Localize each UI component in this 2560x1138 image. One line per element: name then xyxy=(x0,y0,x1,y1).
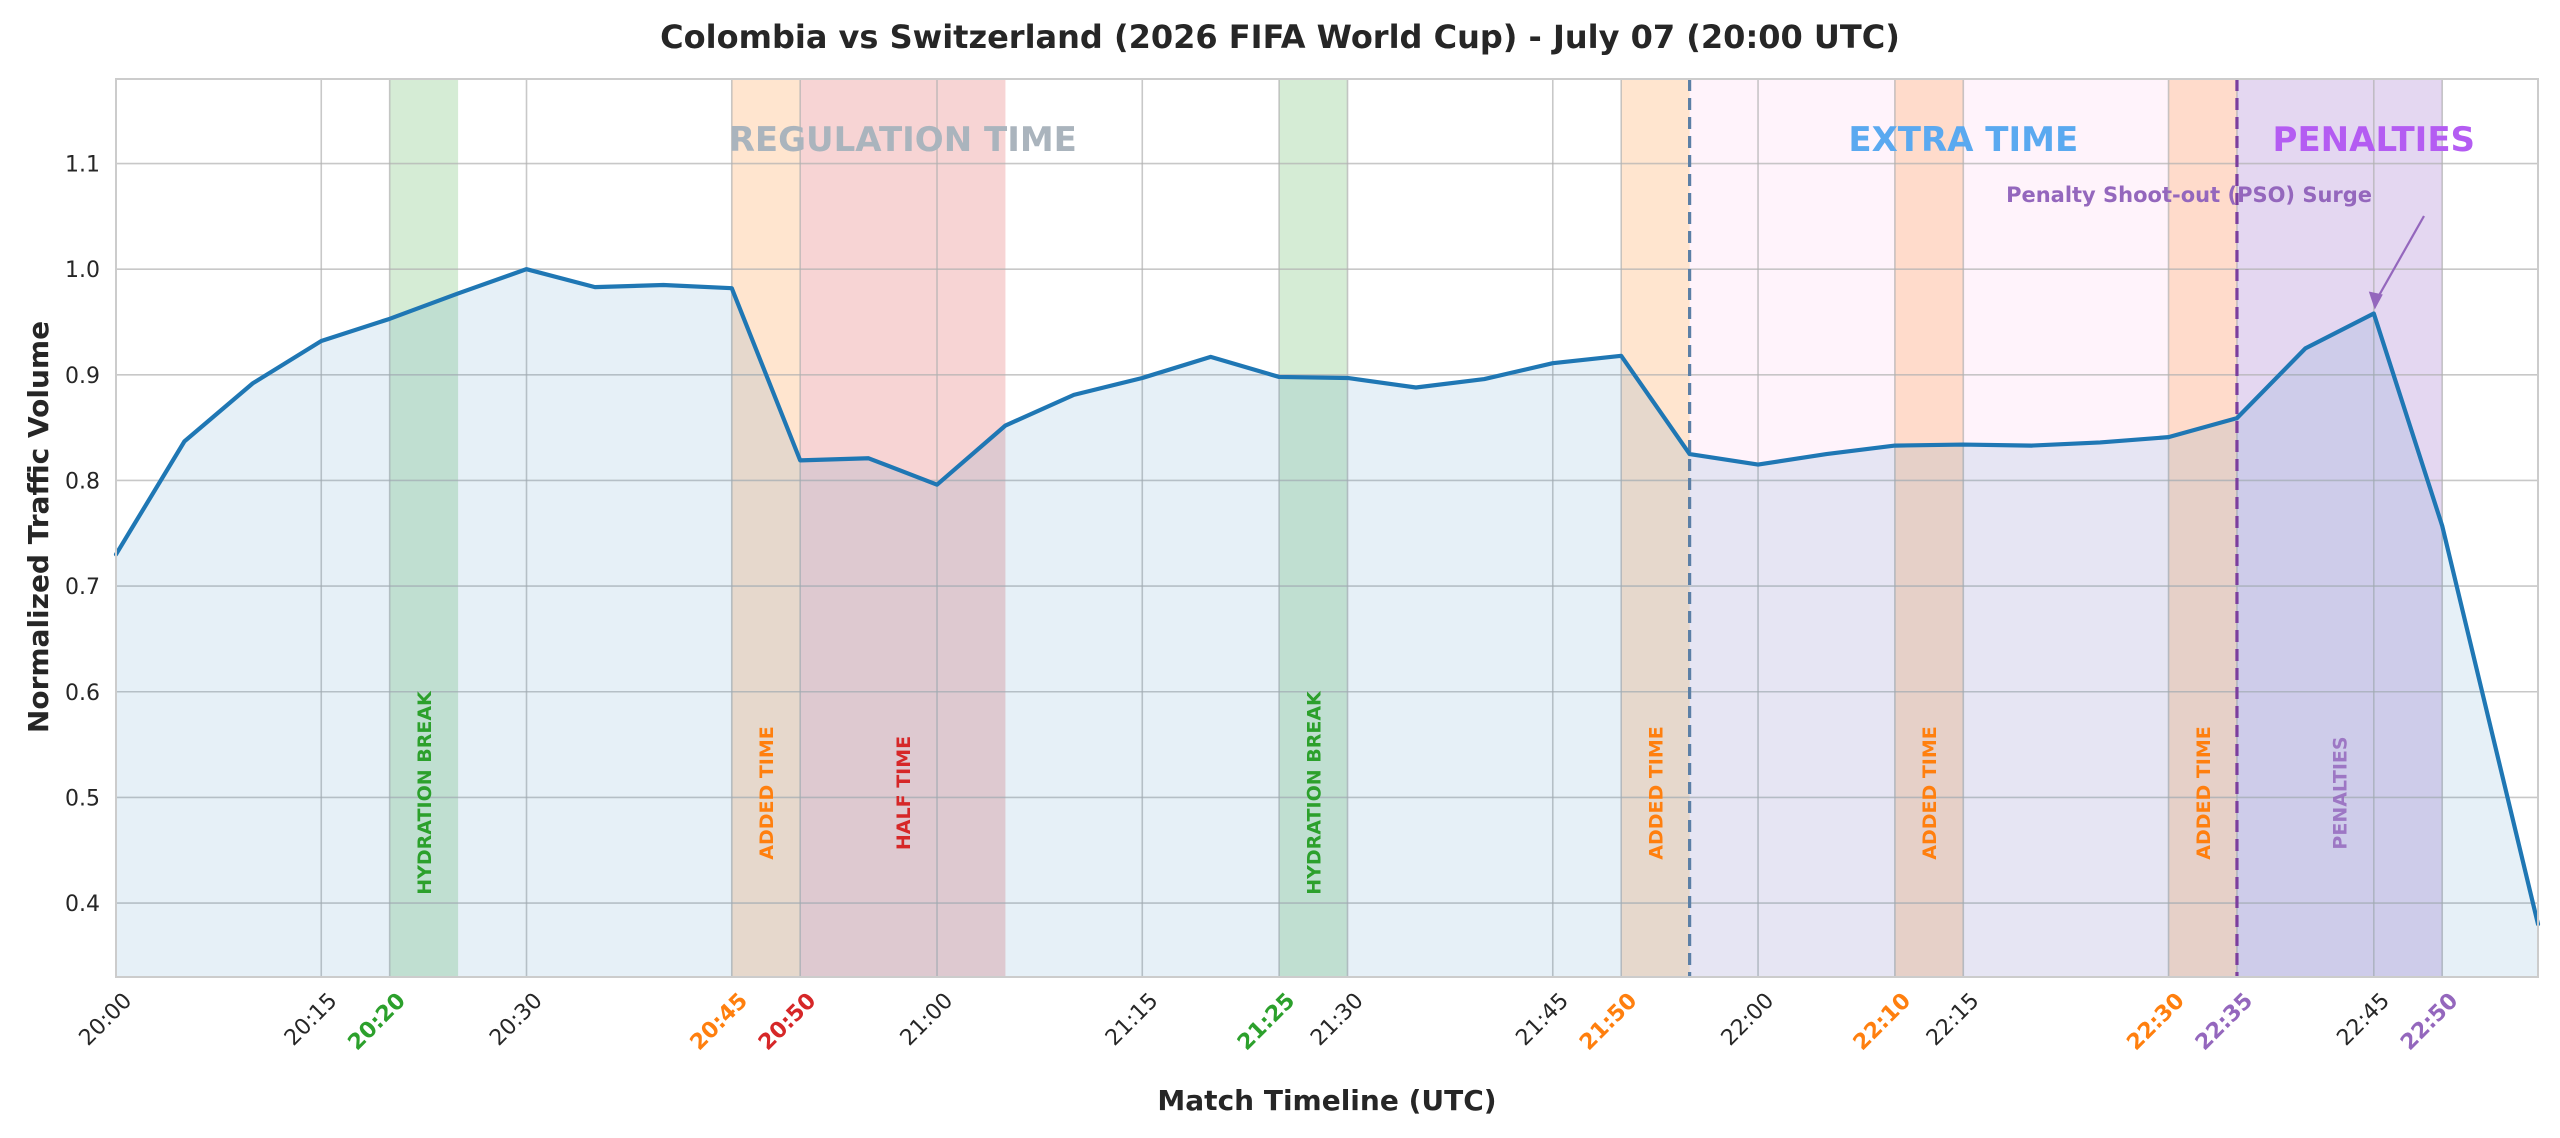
event-band-label-6: ADDED TIME xyxy=(2193,726,2215,860)
grid xyxy=(115,79,2538,977)
phase-dividers xyxy=(1688,79,2239,977)
y-axis-label: Normalized Traffic Volume xyxy=(22,321,55,733)
event-band-label-0: HYDRATION BREAK xyxy=(414,690,436,895)
event-band-2 xyxy=(800,79,1006,977)
event-band-6 xyxy=(2168,79,2237,977)
x-ticks: 20:00 20:15 20:20 20:30 20:45 20:50 21:00 21:15… xyxy=(75,988,2464,1055)
series-line xyxy=(113,267,2541,927)
x-tick-label-4: 20:45 xyxy=(686,988,753,1055)
phase-label-1: EXTRA TIME xyxy=(1848,120,2078,160)
chart-title: Colombia vs Switzerland (2026 FIFA World… xyxy=(660,18,1900,56)
event-band-0 xyxy=(389,79,459,977)
x-tick-label-7: 21:15 xyxy=(1101,988,1164,1051)
x-tick-label-2: 20:20 xyxy=(344,988,411,1055)
event-band-label-2: HALF TIME xyxy=(893,736,915,850)
event-band-5 xyxy=(1894,79,1964,977)
event-bands xyxy=(389,79,2237,977)
x-tick-label-6: 21:00 xyxy=(896,988,959,1051)
x-tick-label-18: 22:50 xyxy=(2396,988,2463,1055)
y-tick-label-4: 0.8 xyxy=(65,469,100,494)
annotation: Penalty Shoot-out (PSO) Surge xyxy=(2006,183,2425,310)
y-tick-label-0: 0.4 xyxy=(65,892,100,917)
event-band-labels: HYDRATION BREAK ADDED TIME HALF TIME HYDRAT… xyxy=(414,690,2352,895)
event-band-label-5: ADDED TIME xyxy=(1919,726,1941,860)
annotation-text: Penalty Shoot-out (PSO) Surge xyxy=(2006,183,2372,207)
phase-labels: REGULATION TIME EXTRA TIME PENALTIES xyxy=(729,120,2475,160)
phase-label-0: REGULATION TIME xyxy=(729,120,1077,160)
event-band-1 xyxy=(731,79,801,977)
x-tick-label-15: 22:30 xyxy=(2122,988,2189,1055)
x-tick-label-17: 22:45 xyxy=(2332,988,2395,1051)
x-tick-label-3: 20:30 xyxy=(485,988,548,1051)
event-band-3 xyxy=(1279,79,1348,977)
event-band-4 xyxy=(1621,79,1690,977)
x-tick-label-13: 22:10 xyxy=(1849,988,1916,1055)
annotation-arrow-head xyxy=(2368,291,2383,310)
x-tick-label-8: 21:25 xyxy=(1233,988,1300,1055)
annotation-arrow-line xyxy=(2376,215,2425,299)
plot-frame xyxy=(115,78,2539,978)
x-tick-label-11: 21:50 xyxy=(1575,988,1642,1055)
x-tick-label-14: 22:15 xyxy=(1922,988,1985,1051)
y-tick-label-2: 0.6 xyxy=(65,681,100,706)
x-tick-label-12: 22:00 xyxy=(1717,988,1780,1051)
x-tick-label-1: 20:15 xyxy=(280,988,343,1051)
x-tick-label-16: 22:35 xyxy=(2191,988,2258,1055)
y-tick-label-6: 1.0 xyxy=(65,258,100,283)
event-band-label-1: ADDED TIME xyxy=(756,726,778,860)
event-band-label-4: ADDED TIME xyxy=(1645,726,1667,860)
phase-label-2: PENALTIES xyxy=(2273,120,2476,160)
y-tick-label-5: 0.9 xyxy=(65,364,100,389)
x-tick-label-10: 21:45 xyxy=(1511,988,1574,1051)
x-tick-label-5: 20:50 xyxy=(754,988,821,1055)
y-tick-label-7: 1.1 xyxy=(65,153,100,178)
x-tick-label-9: 21:30 xyxy=(1306,988,1369,1051)
series-line-path xyxy=(113,267,2541,927)
y-tick-label-1: 0.5 xyxy=(65,786,100,811)
phase-background-2 xyxy=(2236,79,2443,977)
y-ticks: 0.4 0.5 0.6 0.7 0.8 0.9 1.0 1.1 xyxy=(65,153,100,918)
x-tick-label-0: 20:00 xyxy=(75,988,138,1051)
y-tick-label-3: 0.7 xyxy=(65,575,100,600)
x-axis-label: Match Timeline (UTC) xyxy=(1157,1084,1496,1117)
event-band-label-7: PENALTIES xyxy=(2330,736,2352,849)
event-band-label-3: HYDRATION BREAK xyxy=(1303,690,1325,895)
